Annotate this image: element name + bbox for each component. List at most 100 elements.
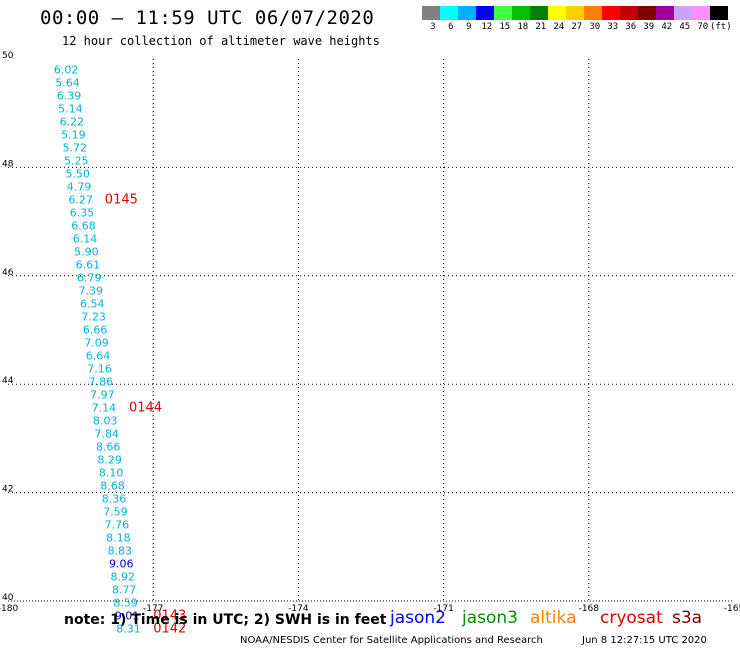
y-tick-label: 46	[2, 268, 14, 278]
color-swatch	[458, 6, 476, 20]
color-swatch	[566, 6, 584, 20]
wave-height-point: 5.19	[61, 128, 86, 141]
color-swatch	[656, 6, 674, 20]
wave-height-point: 6.66	[83, 323, 108, 336]
pass-time-label: 0142	[153, 622, 186, 637]
color-swatch	[512, 6, 530, 20]
color-swatch	[548, 6, 566, 20]
wave-height-point: 6.22	[60, 115, 85, 128]
color-swatch	[602, 6, 620, 20]
color-scale-label: 21	[535, 22, 547, 32]
pass-time-label: 0145	[105, 192, 138, 207]
y-tick-label: 48	[2, 159, 14, 169]
color-scale-label: 39	[643, 22, 655, 32]
wave-height-point: 8.83	[108, 545, 133, 558]
wave-height-point: 6.54	[80, 297, 105, 310]
color-scale-label: 45	[679, 22, 691, 32]
wave-height-point: 7.84	[94, 428, 119, 441]
wave-height-point: 7.86	[89, 375, 114, 388]
chart-subtitle: 12 hour collection of altimeter wave hei…	[62, 34, 380, 48]
wave-height-point: 6.14	[73, 232, 98, 245]
color-scale-label: 42	[661, 22, 673, 32]
wave-height-point: 7.23	[81, 310, 106, 323]
x-tick-label: -174	[288, 604, 309, 614]
wave-height-point: 6.39	[57, 89, 82, 102]
wave-height-point: 8.31	[116, 623, 141, 636]
wave-height-point: 8.03	[93, 415, 118, 428]
color-scale-label: 9	[466, 22, 472, 32]
color-swatch	[422, 6, 440, 20]
color-scale-label: 24	[553, 22, 565, 32]
y-tick-label: 42	[2, 485, 13, 495]
wave-height-point: 8.66	[96, 441, 121, 454]
color-scale-label: (ft)	[709, 22, 732, 32]
legend-altika: altika	[530, 608, 577, 628]
color-scale-label: 33	[607, 22, 619, 32]
x-tick-label: -177	[143, 604, 163, 614]
color-swatch	[620, 6, 638, 20]
wave-height-point: 7.39	[79, 284, 104, 297]
wave-height-point: 5.25	[64, 154, 89, 167]
color-scale-bar	[422, 6, 728, 20]
legend-cryosat: cryosat	[600, 608, 663, 628]
wave-height-point: 8.10	[99, 467, 124, 480]
wave-height-point: 8.59	[113, 597, 138, 610]
wave-height-point: 4.79	[67, 180, 92, 193]
legend-jason3: jason3	[462, 608, 518, 628]
wave-height-point: 7.97	[90, 388, 115, 401]
color-swatch	[476, 6, 494, 20]
wave-height-point: 9.01	[115, 610, 140, 623]
y-tick-label: 40	[2, 593, 14, 603]
wave-height-point: 9.06	[109, 558, 134, 571]
color-swatch	[494, 6, 512, 20]
wave-height-point: 5.64	[55, 76, 80, 89]
wave-height-point: 7.09	[84, 336, 109, 349]
x-tick-label: -168	[579, 604, 600, 614]
color-scale-labels: 3 6 9 12 15 18 21 24 27 30 33 36 39 42 45 70 (ft)	[422, 22, 732, 34]
color-scale-label: 30	[589, 22, 601, 32]
legend-jason2: jason2	[390, 608, 446, 628]
color-scale-label: 27	[571, 22, 583, 32]
color-swatch	[692, 6, 710, 20]
x-tick-label: -171	[433, 604, 453, 614]
legend-s3a: s3a	[672, 608, 703, 628]
color-swatch	[530, 6, 548, 20]
wave-height-point: 8.68	[100, 480, 125, 493]
y-tick-label: 44	[2, 376, 14, 386]
wave-height-point: 8.18	[106, 532, 131, 545]
wave-height-point: 5.90	[74, 245, 99, 258]
wave-height-point: 7.16	[87, 362, 112, 375]
wave-height-point: 6.35	[70, 206, 95, 219]
wave-height-point: 6.27	[68, 193, 93, 206]
color-swatch	[440, 6, 458, 20]
x-tick-label: -180	[0, 604, 18, 614]
y-tick-label: 50	[2, 51, 14, 61]
color-scale-label: 3	[430, 22, 436, 32]
color-scale-label: 6	[448, 22, 454, 32]
wave-height-point: 7.59	[103, 506, 128, 519]
wave-height-point: 6.68	[71, 219, 96, 232]
pass-time-label: 0143	[153, 609, 186, 624]
color-scale-label: 18	[517, 22, 529, 32]
wave-height-point: 8.77	[112, 584, 137, 597]
x-tick-label: -165	[724, 604, 740, 614]
generated-timestamp: Jun 8 12:27:15 UTC 2020	[582, 635, 707, 646]
wave-height-point: 7.76	[105, 519, 130, 532]
pass-time-label: 0144	[129, 401, 162, 416]
wave-height-point: 6.61	[76, 258, 101, 271]
color-scale-label: 15	[499, 22, 511, 32]
wave-height-point: 8.92	[110, 571, 135, 584]
wave-height-point: 6.64	[86, 349, 111, 362]
color-swatch	[584, 6, 602, 20]
wave-height-point: 5.14	[58, 102, 83, 115]
color-scale-label: 12	[481, 22, 493, 32]
color-swatch	[710, 6, 728, 20]
color-swatch	[674, 6, 692, 20]
wave-height-point: 6.79	[77, 271, 102, 284]
color-swatch	[638, 6, 656, 20]
wave-height-point: 5.50	[65, 167, 90, 180]
wave-height-point: 5.72	[63, 141, 88, 154]
color-scale-label: 36	[625, 22, 637, 32]
chart-title: 00:00 — 11:59 UTC 06/07/2020	[40, 7, 375, 29]
color-scale-label: 70	[697, 22, 709, 32]
